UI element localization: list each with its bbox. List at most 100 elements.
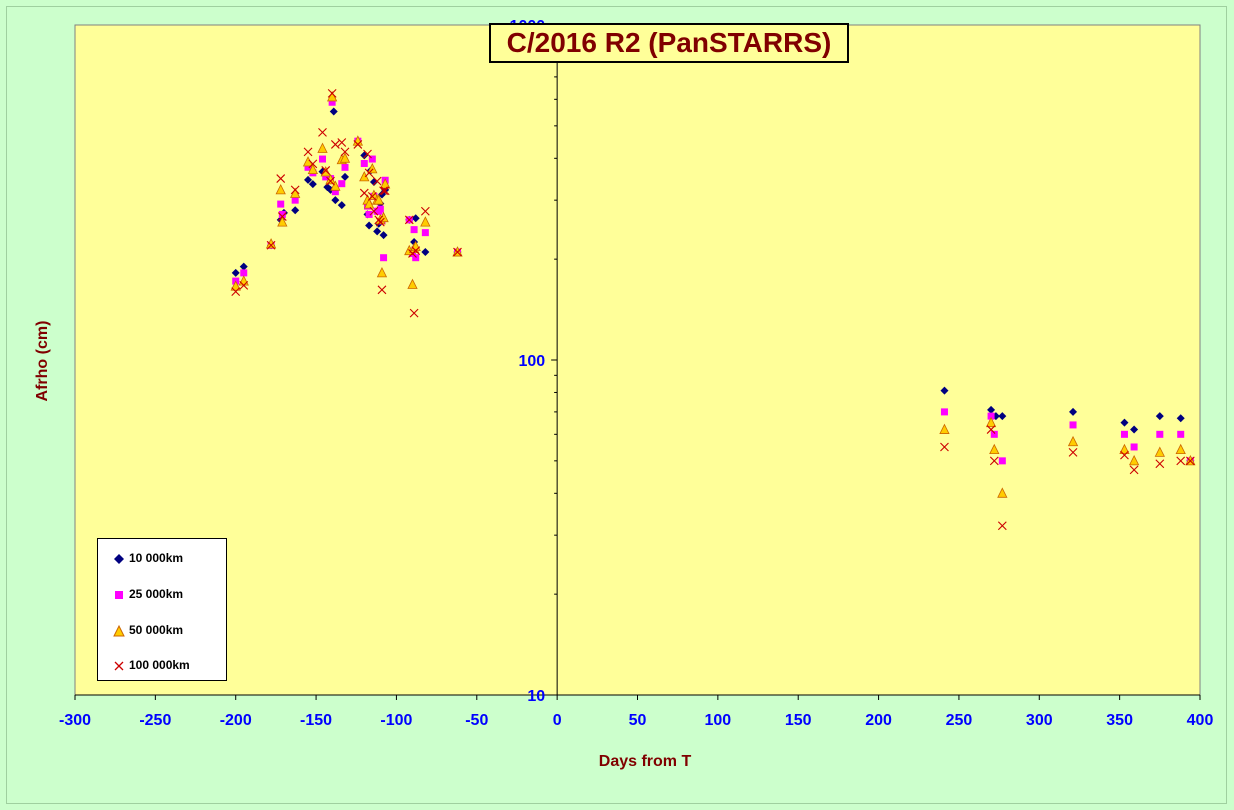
data-point: [307, 163, 319, 175]
data-point: [407, 278, 418, 289]
data-point: [277, 216, 288, 227]
x-tick-label: 0: [553, 712, 562, 729]
data-point: [1154, 446, 1165, 457]
data-point: [318, 128, 327, 137]
data-point: [338, 180, 346, 188]
data-point: [987, 412, 995, 420]
data-point: [998, 412, 1007, 421]
data-point: [320, 166, 331, 177]
data-point: [290, 185, 300, 195]
data-point: [1176, 456, 1186, 466]
data-point: [327, 88, 337, 98]
data-point: [303, 147, 313, 157]
legend-entry-10000km: 10 000km: [98, 549, 228, 569]
data-point: [291, 196, 299, 204]
data-point: [319, 155, 326, 163]
data-point: [421, 229, 429, 237]
data-point: [409, 308, 419, 318]
x-tick-label: 200: [865, 712, 892, 729]
x-axis-label: Days from T: [598, 753, 692, 770]
data-point: [998, 457, 1006, 465]
data-point: [1155, 459, 1165, 469]
plot-area: [74, 24, 1201, 696]
data-point: [380, 254, 388, 262]
series-3: [231, 88, 1195, 531]
data-point: [1175, 443, 1186, 455]
x-tick-label: -250: [139, 712, 171, 729]
data-point: [337, 201, 346, 210]
x-tick-label: 350: [1106, 712, 1133, 729]
chart-frame: [6, 6, 1227, 804]
data-point: [372, 176, 382, 186]
data-point: [1120, 418, 1129, 427]
x-tick-label: 300: [1026, 712, 1053, 729]
data-point: [359, 171, 370, 182]
data-point: [367, 162, 378, 174]
data-point: [989, 456, 999, 466]
data-point: [380, 186, 390, 196]
data-point: [1176, 414, 1185, 423]
data-point: [291, 206, 300, 215]
data-point: [367, 191, 377, 201]
data-point: [1156, 430, 1164, 438]
data-point: [304, 175, 313, 184]
data-point: [353, 140, 363, 149]
data-point: [331, 188, 339, 196]
legend-triangle-marker: [113, 624, 125, 637]
data-point: [1067, 435, 1079, 447]
data-point: [1069, 407, 1078, 416]
data-point: [377, 285, 387, 295]
data-point: [337, 138, 347, 147]
x-tick-label: -100: [380, 712, 412, 729]
data-point: [420, 216, 431, 227]
data-point: [411, 214, 420, 223]
data-point: [326, 91, 338, 102]
data-point: [266, 240, 276, 250]
data-point: [340, 147, 350, 157]
data-point: [1120, 430, 1128, 438]
legend-entry-100000km: 100 000km: [98, 656, 228, 676]
data-point: [989, 443, 1000, 455]
legend-diamond-marker: [114, 554, 124, 564]
data-point: [363, 198, 375, 209]
data-point: [939, 423, 950, 434]
data-point: [410, 226, 418, 234]
data-point: [1128, 454, 1140, 466]
data-point: [304, 163, 312, 171]
data-point: [341, 172, 349, 181]
legend-entry-50000km: 50 000km: [98, 621, 228, 641]
chart-title: C/2016 R2 (PanSTARRS): [489, 23, 849, 63]
data-point: [277, 200, 285, 208]
legend-square-marker: [115, 591, 123, 599]
x-tick-label: -150: [300, 712, 332, 729]
data-point: [411, 246, 421, 256]
data-point: [363, 149, 372, 159]
data-point: [326, 176, 335, 186]
data-point: [364, 168, 374, 178]
data-point: [421, 248, 430, 257]
data-point: [322, 173, 330, 181]
data-point: [1129, 465, 1139, 475]
data-point: [308, 159, 318, 169]
legend-entry-25000km: 25 000km: [98, 585, 228, 605]
data-point: [373, 194, 384, 205]
data-point: [412, 254, 420, 262]
legend-label: 10 000km: [129, 551, 184, 565]
data-point: [365, 221, 374, 230]
data-point: [231, 268, 240, 277]
data-point: [940, 386, 949, 395]
y-tick-label: 10: [527, 688, 545, 705]
data-point: [985, 416, 997, 428]
data-point: [1130, 443, 1138, 451]
data-point: [1155, 412, 1164, 421]
x-tick-label: 400: [1187, 712, 1214, 729]
data-point: [230, 280, 241, 291]
data-point: [360, 159, 368, 167]
data-point: [940, 408, 948, 416]
data-point: [376, 266, 388, 278]
data-point: [997, 487, 1008, 498]
legend-label: 50 000km: [129, 623, 184, 637]
data-point: [276, 174, 286, 183]
x-tick-label: 50: [629, 712, 647, 729]
